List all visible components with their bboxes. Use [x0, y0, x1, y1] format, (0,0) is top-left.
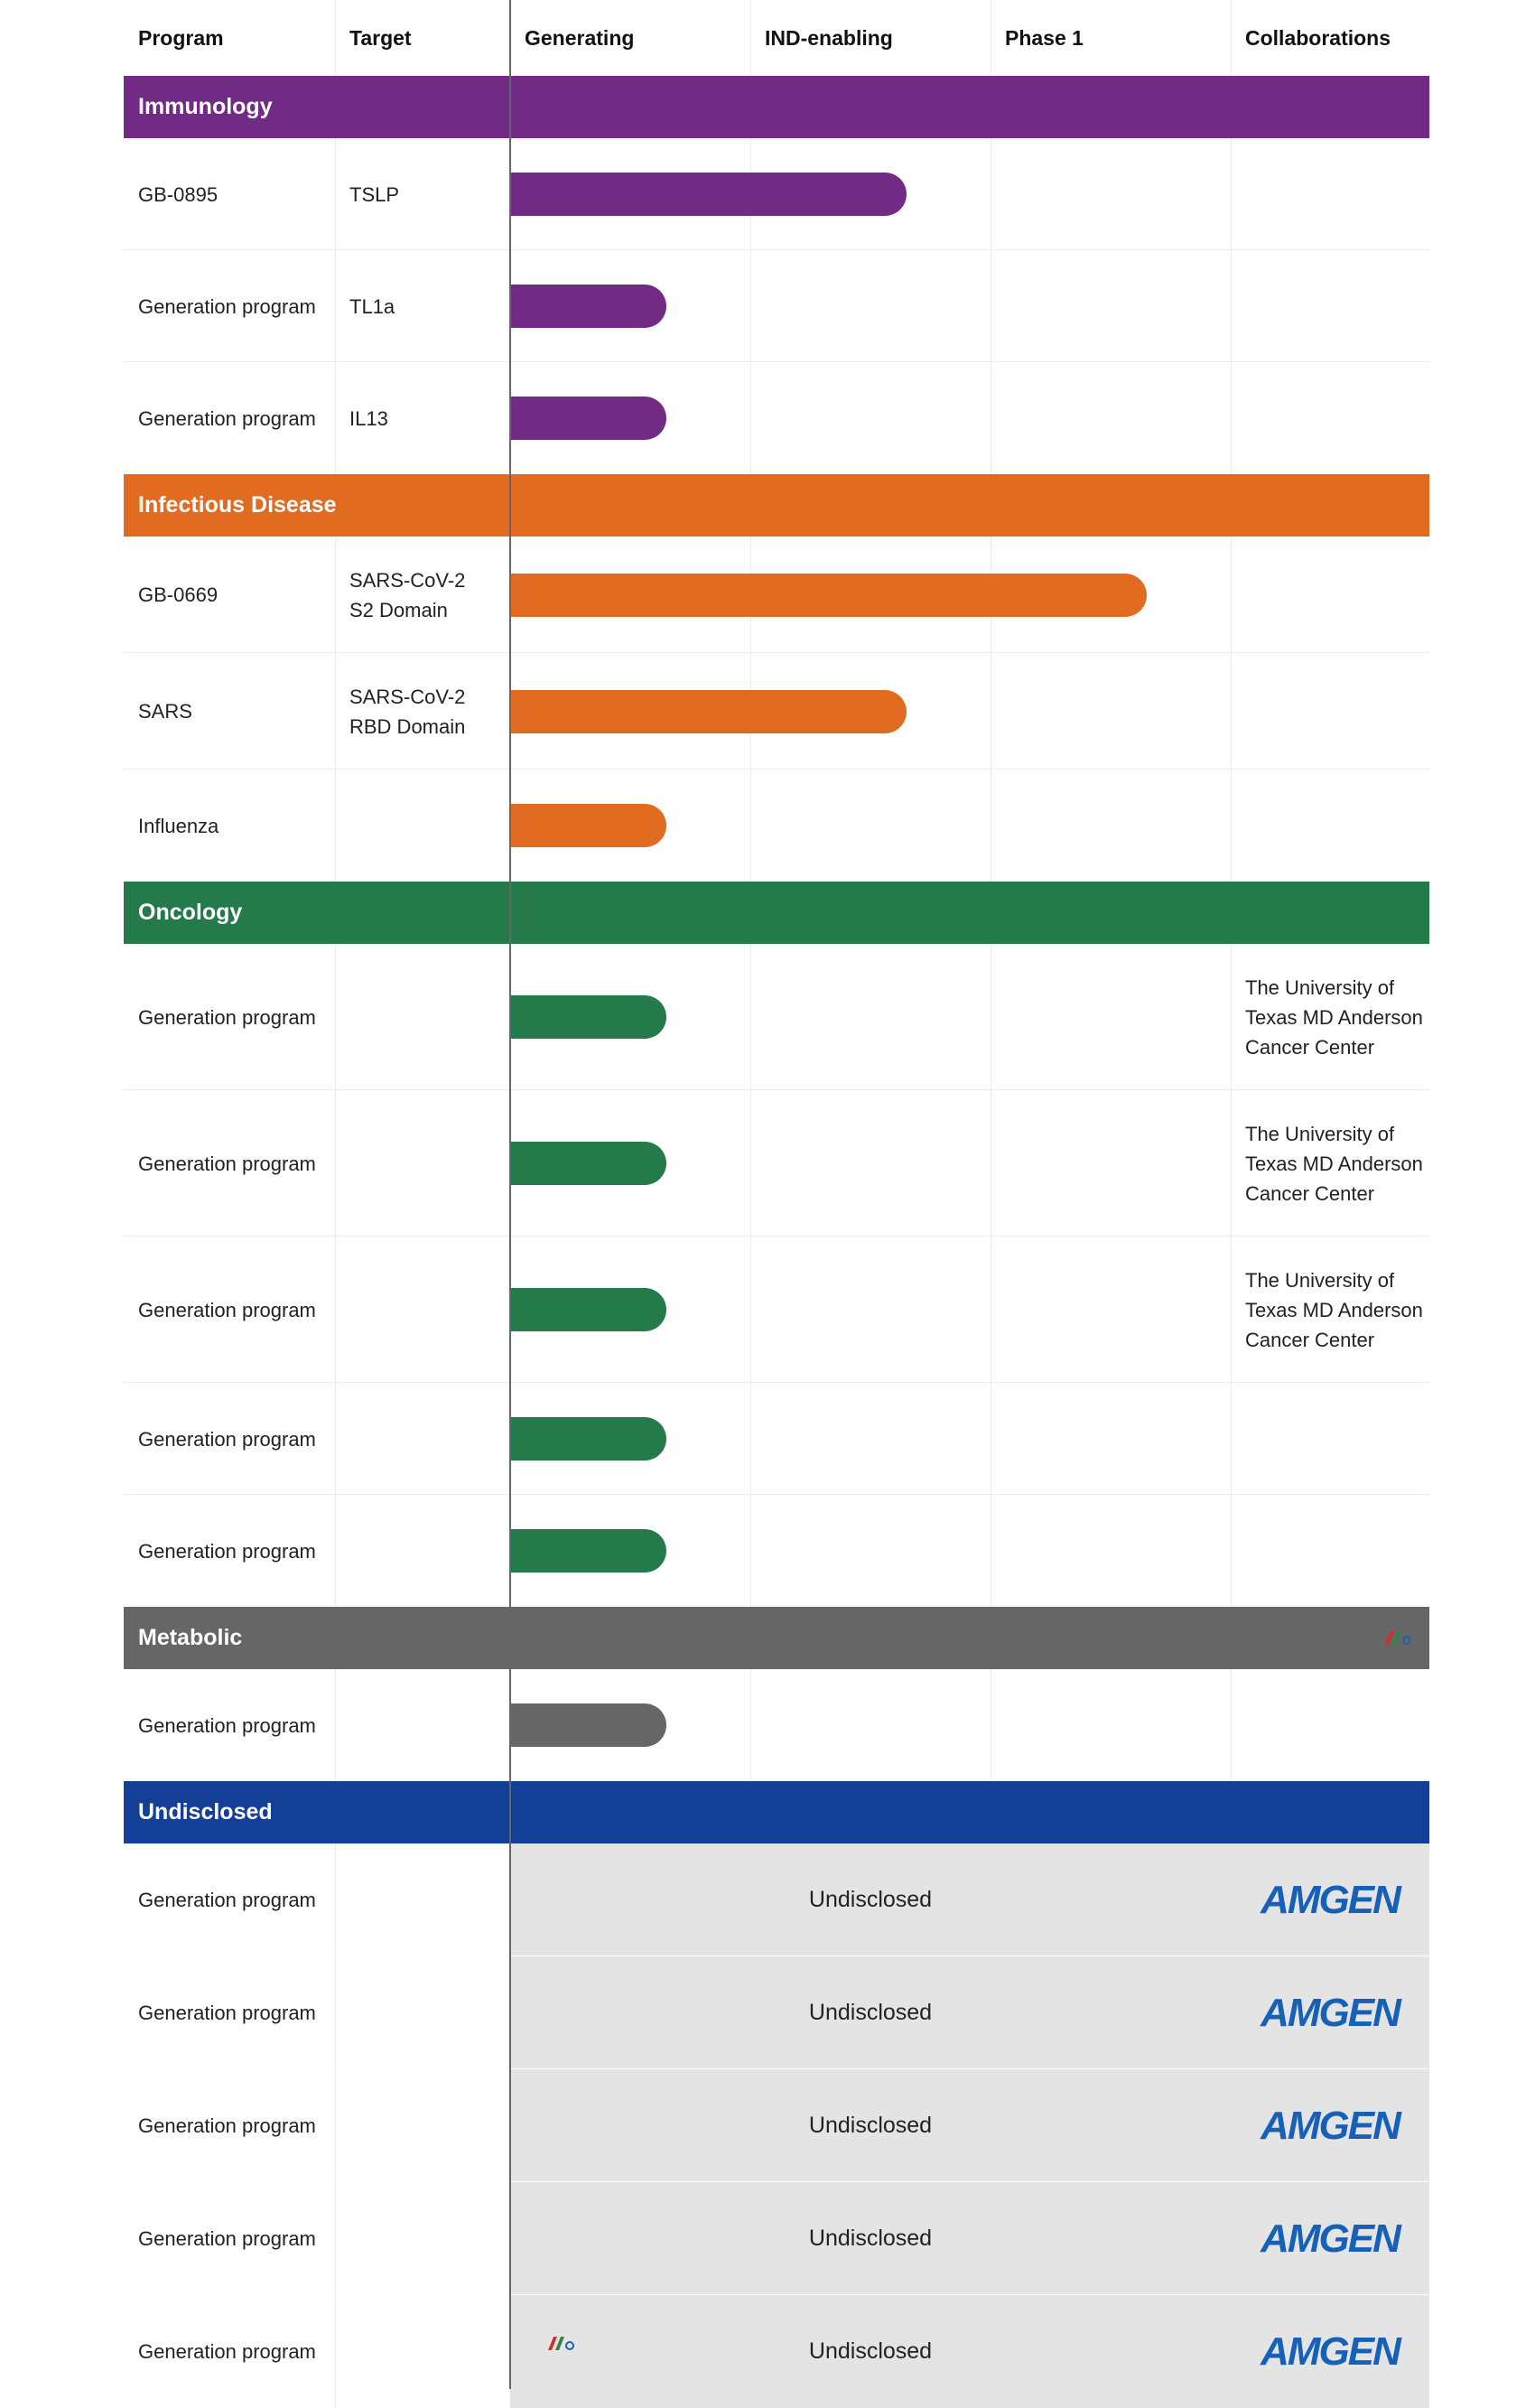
- program-cell: GB-0895: [138, 182, 219, 206]
- grid-vline: [1231, 138, 1232, 474]
- grid-vline: [335, 0, 336, 76]
- watermark-logo-icon: [546, 2334, 577, 2357]
- grid-vline: [750, 944, 751, 1607]
- grid-vline: [1231, 1669, 1232, 1781]
- program-cell: Generation program: [138, 1889, 316, 1911]
- row-divider: [124, 2294, 1429, 2295]
- program-cell: Generation program: [138, 1427, 316, 1451]
- amgen-logo-text: AMGEN: [1261, 1877, 1401, 1922]
- program-cell: Generation program: [138, 406, 316, 430]
- grid-vline: [335, 944, 336, 1607]
- undisclosed-label: Undisclosed: [808, 1887, 933, 1912]
- undisclosed-stage-area: [510, 1843, 1231, 2408]
- column-header-phase-1: Phase 1: [1005, 25, 1084, 50]
- row-divider: [124, 249, 1429, 250]
- category-oncology: Oncology: [124, 882, 1429, 944]
- program-cell: Generation program: [138, 2114, 316, 2137]
- program-cell: Generation program: [138, 2227, 316, 2250]
- undisclosed-label: Undisclosed: [808, 2338, 933, 2364]
- row-divider: [124, 361, 1429, 362]
- amgen-logo-text: AMGEN: [1261, 2103, 1401, 2148]
- progress-bar-metabolic: [510, 1703, 666, 1747]
- undisclosed-label: Undisclosed: [808, 2000, 933, 2025]
- column-header-collaborations: Collaborations: [1245, 25, 1391, 50]
- amgen-logo-text: AMGEN: [1261, 2216, 1401, 2261]
- grid-vline: [335, 1669, 336, 1781]
- progress-bar-infectious-disease: [510, 573, 1147, 617]
- grid-vline: [335, 138, 336, 474]
- category-undisclosed: Undisclosed: [124, 1781, 1429, 1843]
- program-cell: Generation program: [138, 2340, 316, 2363]
- program-cell: Generation program: [138, 2002, 316, 2024]
- row-divider: [124, 2181, 1429, 2182]
- grid-vline: [1231, 537, 1232, 882]
- target-cell: IL13: [349, 406, 388, 430]
- row-divider: [124, 652, 1429, 653]
- grid-vline: [1231, 0, 1232, 76]
- amgen-logo-text: AMGEN: [1261, 2329, 1401, 2374]
- collaboration-cell: The University of Texas MD Anderson Canc…: [1245, 1122, 1423, 1205]
- grid-vline: [1231, 944, 1232, 1607]
- program-cell: Generation program: [138, 294, 316, 318]
- collaboration-cell: The University of Texas MD Anderson Canc…: [1245, 1268, 1423, 1351]
- target-cell: TSLP: [349, 182, 400, 206]
- category-metabolic: Metabolic: [124, 1607, 1429, 1669]
- undisclosed-label: Undisclosed: [808, 2113, 933, 2138]
- row-divider: [124, 2068, 1429, 2069]
- progress-bar-infectious-disease: [510, 689, 907, 733]
- category-immunology: Immunology: [124, 76, 1429, 138]
- target-cell: SARS-CoV-2 S2 Domain: [349, 568, 466, 621]
- collaboration-cell: The University of Texas MD Anderson Canc…: [1245, 975, 1423, 1059]
- amgen-logo: AMGEN: [1231, 2182, 1429, 2295]
- progress-bar-oncology: [510, 1417, 666, 1461]
- program-cell: Generation program: [138, 1005, 316, 1029]
- target-cell: TL1a: [349, 294, 395, 318]
- amgen-logo: AMGEN: [1231, 1956, 1429, 2069]
- column-header-ind-enabling: IND-enabling: [765, 25, 893, 50]
- stage-axis-line: [509, 0, 511, 2389]
- undisclosed-label: Undisclosed: [808, 2226, 933, 2251]
- program-cell: SARS: [138, 700, 192, 723]
- undisclosed-collab-area: [1231, 1843, 1429, 2408]
- progress-bar-infectious-disease: [510, 804, 666, 847]
- program-cell: Generation program: [138, 1539, 316, 1563]
- column-header-program: Program: [138, 25, 224, 50]
- progress-bar-immunology: [510, 397, 666, 440]
- target-cell: SARS-CoV-2 RBD Domain: [349, 685, 466, 738]
- grid-vline: [335, 1843, 336, 2408]
- progress-bar-immunology: [510, 173, 907, 216]
- amgen-logo-text: AMGEN: [1261, 1990, 1401, 2035]
- watermark-logo-icon: [1383, 1629, 1414, 1651]
- progress-bar-oncology: [510, 995, 666, 1039]
- row-divider: [124, 1955, 1429, 1956]
- grid-vline: [750, 0, 751, 76]
- amgen-logo: AMGEN: [1231, 2295, 1429, 2408]
- row-divider: [124, 769, 1429, 770]
- program-cell: GB-0669: [138, 583, 219, 606]
- program-cell: Generation program: [138, 1713, 316, 1737]
- column-header-target: Target: [349, 25, 412, 50]
- grid-vline: [750, 138, 751, 474]
- program-cell: Generation program: [138, 1152, 316, 1175]
- progress-bar-oncology: [510, 1529, 666, 1573]
- grid-vline: [335, 537, 336, 882]
- row-divider: [124, 1382, 1429, 1383]
- progress-bar-immunology: [510, 285, 666, 328]
- program-cell: Influenza: [138, 814, 219, 837]
- progress-bar-oncology: [510, 1142, 666, 1185]
- amgen-logo: AMGEN: [1231, 1843, 1429, 1956]
- progress-bar-oncology: [510, 1288, 666, 1331]
- row-divider: [124, 1089, 1429, 1090]
- row-divider: [124, 1236, 1429, 1237]
- row-divider: [124, 1494, 1429, 1495]
- column-header-generating: Generating: [525, 25, 635, 50]
- category-infectious-disease: Infectious Disease: [124, 474, 1429, 537]
- program-cell: Generation program: [138, 1298, 316, 1321]
- grid-vline: [750, 1669, 751, 1781]
- amgen-logo: AMGEN: [1231, 2069, 1429, 2182]
